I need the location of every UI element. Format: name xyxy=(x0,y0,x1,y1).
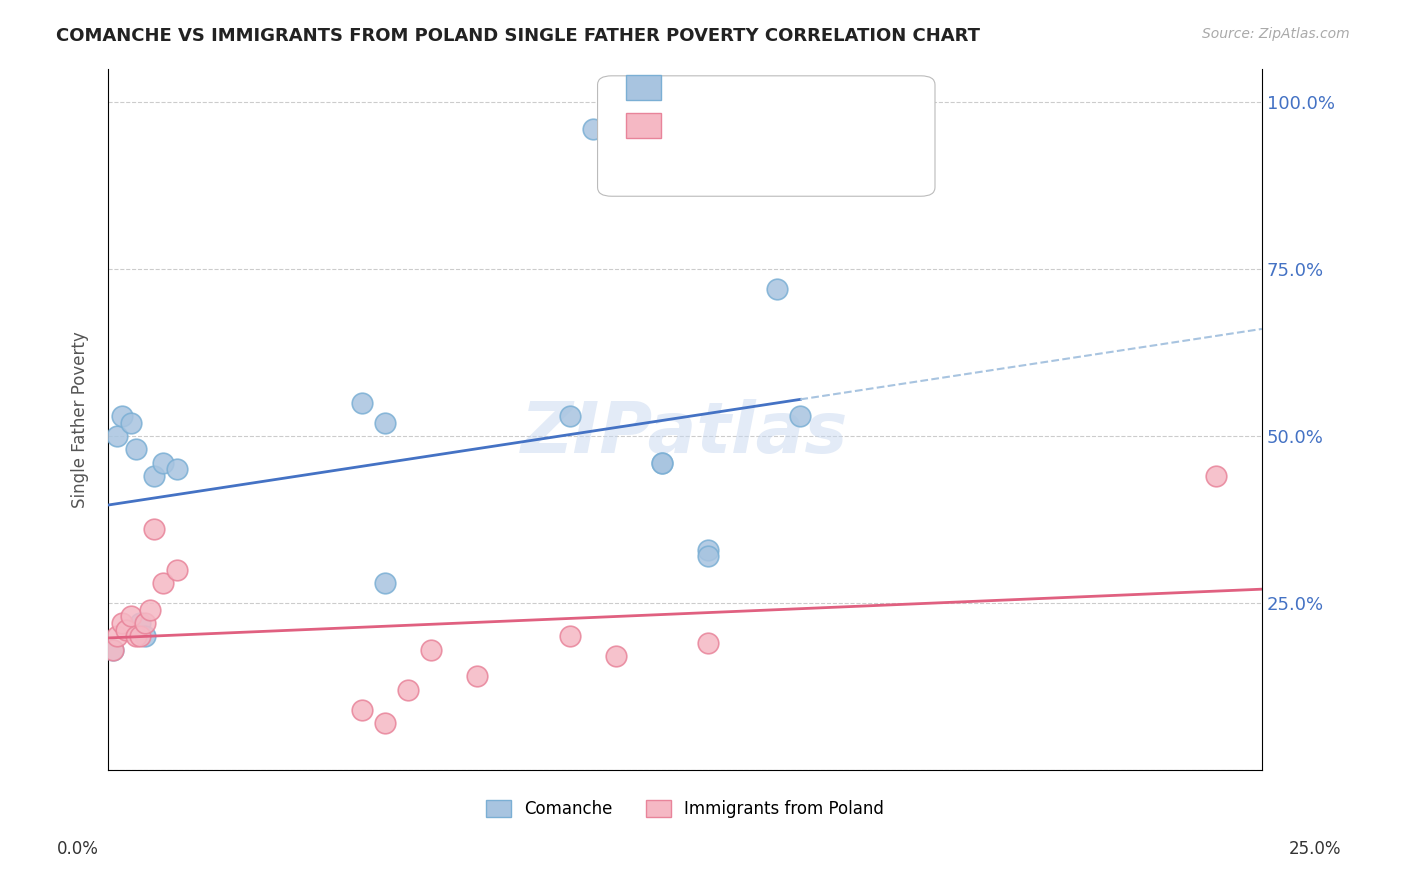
Point xyxy=(129,615,152,630)
Point xyxy=(166,462,188,476)
Point xyxy=(1205,469,1227,483)
Point xyxy=(697,636,720,650)
Text: 25.0%: 25.0% xyxy=(1288,840,1341,858)
Point xyxy=(134,629,156,643)
Point xyxy=(605,649,627,664)
Point xyxy=(134,615,156,630)
Point xyxy=(582,121,605,136)
Point xyxy=(105,629,128,643)
Text: 21: 21 xyxy=(794,78,820,96)
Point xyxy=(138,602,160,616)
Y-axis label: Single Father Poverty: Single Father Poverty xyxy=(72,331,89,508)
Text: R =: R = xyxy=(671,78,710,96)
Point xyxy=(152,456,174,470)
Text: Source: ZipAtlas.com: Source: ZipAtlas.com xyxy=(1202,27,1350,41)
Point xyxy=(465,669,488,683)
Point xyxy=(396,682,419,697)
Point xyxy=(651,456,673,470)
Point xyxy=(129,629,152,643)
Point xyxy=(111,615,134,630)
Text: ZIPatlas: ZIPatlas xyxy=(522,399,849,467)
Point xyxy=(558,409,581,423)
Legend: Comanche, Immigrants from Poland: Comanche, Immigrants from Poland xyxy=(479,793,891,825)
Point xyxy=(374,716,396,731)
Point xyxy=(766,282,789,296)
Point xyxy=(152,576,174,591)
Text: R =: R = xyxy=(671,117,710,135)
Point xyxy=(105,429,128,443)
Text: N =: N = xyxy=(748,78,800,96)
Point xyxy=(120,416,142,430)
Point xyxy=(789,409,811,423)
Point xyxy=(651,456,673,470)
Point xyxy=(374,416,396,430)
Point xyxy=(101,642,124,657)
Point xyxy=(420,642,443,657)
Text: 0.0%: 0.0% xyxy=(56,840,98,858)
Point xyxy=(558,629,581,643)
Point xyxy=(111,409,134,423)
Text: COMANCHE VS IMMIGRANTS FROM POLAND SINGLE FATHER POVERTY CORRELATION CHART: COMANCHE VS IMMIGRANTS FROM POLAND SINGL… xyxy=(56,27,980,45)
Point xyxy=(350,703,373,717)
Point xyxy=(143,469,166,483)
Text: 0.298: 0.298 xyxy=(699,78,756,96)
Point xyxy=(143,523,166,537)
Point xyxy=(101,642,124,657)
Text: 0.318: 0.318 xyxy=(699,117,756,135)
Point xyxy=(374,576,396,591)
Text: N =: N = xyxy=(748,117,800,135)
Point xyxy=(350,395,373,409)
Point xyxy=(125,442,148,457)
Point xyxy=(115,623,138,637)
Point xyxy=(125,629,148,643)
Point xyxy=(120,609,142,624)
Point xyxy=(697,549,720,564)
Point xyxy=(166,563,188,577)
Text: 21: 21 xyxy=(794,117,820,135)
Point xyxy=(697,542,720,557)
